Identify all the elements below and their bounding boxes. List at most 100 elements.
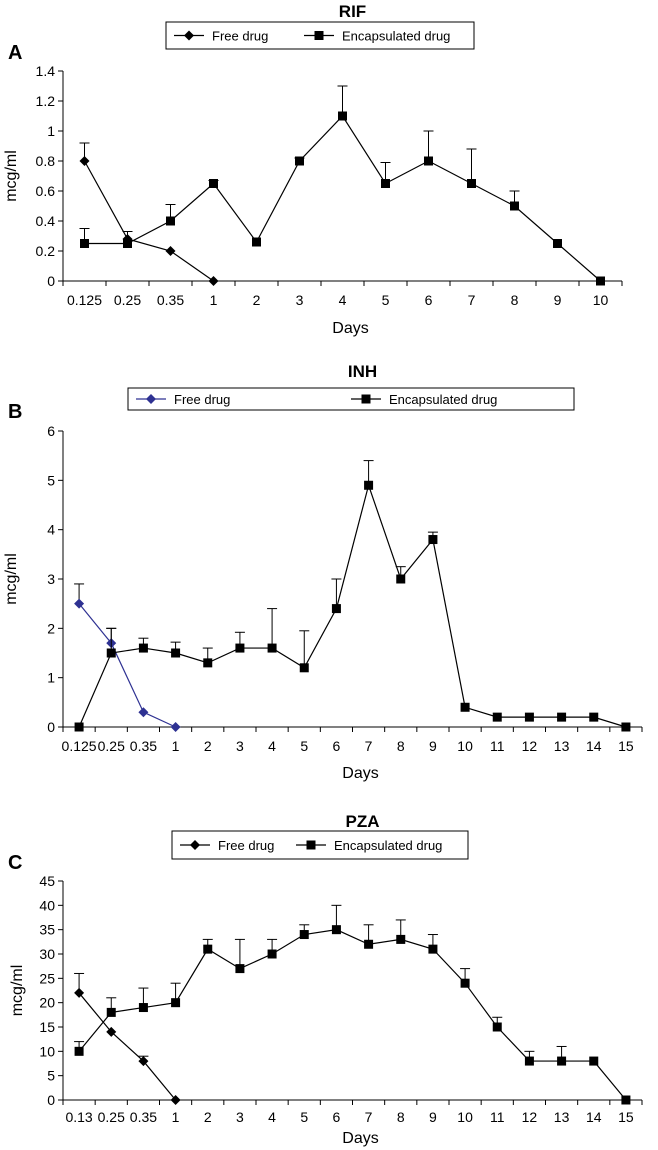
pza-line-0 (78, 992, 177, 1101)
inh-x-tick-label-5: 3 (236, 738, 244, 754)
rif-legend-marker-1 (314, 31, 324, 40)
inh-point-1-2 (138, 643, 148, 653)
rif-point-1-10 (510, 201, 519, 211)
pza-point-1-9 (364, 939, 374, 949)
pza-x-tick-label-17: 15 (618, 1109, 634, 1125)
inh-point-1-11 (428, 535, 438, 545)
pza-x-tick-label-14: 12 (522, 1109, 538, 1125)
inh-legend-marker-1 (361, 394, 371, 404)
pza-y-tick-label-1: 5 (47, 1068, 55, 1084)
pza-y-axis-title: mcg/ml (9, 965, 26, 1017)
pza-legend-marker-0 (190, 840, 200, 850)
inh-x-tick-label-13: 11 (490, 738, 505, 754)
pza-point-1-0 (74, 1046, 84, 1056)
rif-panel-letter: A (8, 42, 22, 64)
inh-x-tick-label-15: 13 (554, 738, 570, 754)
inh-point-0-3 (170, 722, 181, 732)
pza-x-tick-label-3: 1 (172, 1109, 180, 1125)
pza-point-1-14 (524, 1056, 534, 1066)
pza-point-1-7 (299, 930, 309, 940)
pza-y-tick-label-9: 45 (39, 873, 55, 889)
inh-point-1-10 (396, 574, 406, 584)
rif-point-0-3 (208, 276, 219, 286)
rif-point-0-2 (165, 246, 176, 256)
pza-y-tick-label-6: 30 (39, 946, 55, 962)
rif-series-1 (79, 85, 605, 286)
rif-point-1-4 (252, 237, 261, 247)
inh-y-axis-title: mcg/ml (3, 553, 20, 605)
inh-x-tick-label-14: 12 (522, 738, 538, 754)
pza-x-tick-label-12: 10 (457, 1109, 473, 1125)
rif-point-1-2 (166, 216, 175, 226)
pza-line-1 (78, 929, 627, 1101)
inh-x-tick-label-9: 7 (365, 738, 373, 754)
rif-y-axis-title: mcg/ml (3, 150, 20, 202)
inh-point-1-1 (106, 648, 116, 658)
inh-line-0 (78, 603, 176, 728)
rif-legend-label-1: Encapsulated drug (342, 29, 450, 44)
inh-point-1-5 (235, 643, 245, 653)
rif-point-1-1 (123, 239, 132, 248)
pza-panel-letter: C (8, 852, 22, 874)
pza-x-tick-label-2: 0.35 (130, 1109, 157, 1125)
rif-title: RIF (339, 2, 366, 21)
pza-x-tick-label-11: 9 (429, 1109, 437, 1125)
pza-point-1-1 (106, 1007, 116, 1017)
pza-legend-marker-1 (306, 840, 316, 850)
rif-x-axis-title: Days (332, 320, 368, 337)
rif-x-tick-label-6: 4 (339, 292, 347, 308)
rif-point-1-9 (467, 179, 476, 188)
rif-line-0 (83, 160, 214, 282)
pza-point-0-0 (74, 987, 85, 998)
pza-point-1-4 (203, 944, 213, 954)
pza-point-0-1 (106, 1026, 117, 1037)
inh-x-tick-label-10: 8 (397, 738, 405, 754)
inh-x-tick-label-17: 15 (618, 738, 634, 754)
pza-title: PZA (346, 812, 380, 831)
pza-legend-label-1: Encapsulated drug (334, 838, 442, 853)
pza-point-1-3 (171, 998, 181, 1008)
pza-legend-label-0: Free drug (218, 838, 274, 853)
pza-legend: Free drug Encapsulated drug (171, 830, 469, 860)
inh-x-tick-label-6: 4 (268, 738, 276, 754)
rif-x-tick-label-4: 2 (253, 292, 261, 308)
pza-x-tick-label-1: 0.25 (98, 1109, 125, 1125)
inh-point-1-17 (621, 722, 631, 732)
inh-y-tick-label-5: 5 (47, 472, 55, 488)
inh-point-1-9 (364, 480, 374, 490)
inh-point-0-2 (138, 707, 149, 718)
inh-series-1 (74, 460, 631, 732)
inh-y-tick-label-2: 2 (47, 620, 55, 636)
rif-x-tick-label-10: 8 (511, 292, 519, 308)
rif-legend-marker-0 (184, 30, 194, 41)
pza-x-tick-label-8: 6 (333, 1109, 341, 1125)
inh-y-tick-label-1: 1 (47, 670, 55, 686)
rif-y-tick-label-3: 0.6 (36, 183, 56, 199)
inh-y-tick-label-0: 0 (47, 719, 55, 735)
inh-y-tick-label-3: 3 (47, 571, 55, 587)
inh-point-0-0 (74, 598, 85, 609)
inh-title: INH (348, 362, 377, 381)
rif-x-tick-label-5: 3 (296, 292, 304, 308)
pza-point-1-2 (138, 1003, 148, 1013)
rif-y-tick-label-1: 0.2 (36, 243, 56, 259)
pza-point-1-6 (267, 949, 277, 959)
pza-x-tick-label-13: 11 (490, 1109, 505, 1125)
rif-point-0-0 (79, 156, 90, 166)
inh-point-1-0 (74, 722, 84, 732)
pza-y-tick-label-4: 20 (39, 995, 55, 1011)
rif-point-1-0 (80, 239, 89, 248)
inh-legend: Free drug Encapsulated drug (127, 387, 575, 411)
inh-x-tick-label-2: 0.35 (130, 738, 157, 754)
inh-legend-marker-0 (146, 394, 156, 404)
rif-point-1-7 (381, 179, 390, 188)
pza-point-1-11 (428, 944, 438, 954)
rif-point-1-5 (295, 156, 304, 166)
pza-y-tick-label-0: 0 (47, 1092, 55, 1108)
pza-point-0-2 (138, 1056, 149, 1067)
rif-legend-label-0: Free drug (212, 29, 268, 44)
rif-legend: Free drug Encapsulated drug (165, 21, 475, 50)
chart-rif: RIF A Free drug Encapsulated drug 0 0.2 0.4 0.6… (3, 2, 623, 337)
inh-point-1-16 (589, 712, 599, 722)
